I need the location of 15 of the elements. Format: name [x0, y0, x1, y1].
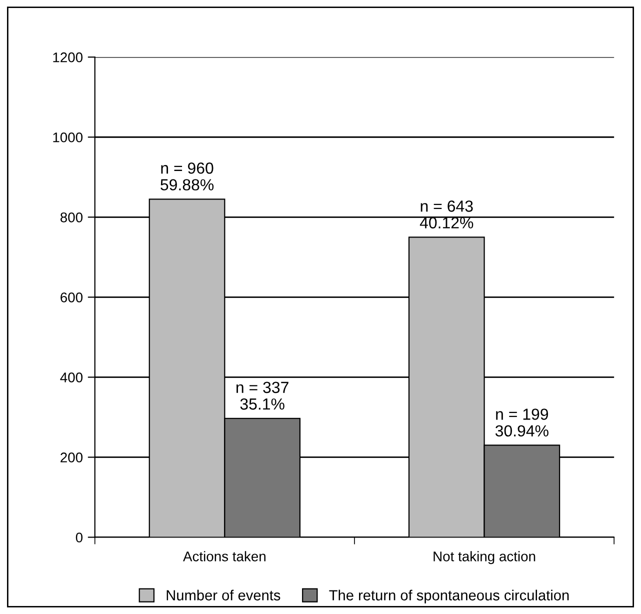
y-tick-label: 600 [60, 292, 83, 302]
y-tick-label: 800 [60, 212, 83, 222]
y-tick-label: 1000 [53, 132, 83, 142]
x-tick-label: Actions taken [183, 551, 266, 562]
y-tick-label: 1200 [53, 52, 83, 62]
y-tick-label: 400 [60, 372, 83, 382]
y-tick-label: 200 [60, 452, 83, 462]
legend-label: Number of events [166, 590, 280, 600]
annotation: n = 643 40.12% [420, 200, 474, 228]
annotation: n = 199 30.94% [495, 408, 548, 437]
y-tick-label: 0 [76, 532, 83, 542]
x-tick-label: Not taking action [434, 551, 536, 564]
legend-label: The return of spontaneous circulation [329, 590, 569, 604]
annotation: n = 960 59.88% [160, 162, 214, 190]
annotation: n = 337 35.1% [236, 382, 288, 410]
